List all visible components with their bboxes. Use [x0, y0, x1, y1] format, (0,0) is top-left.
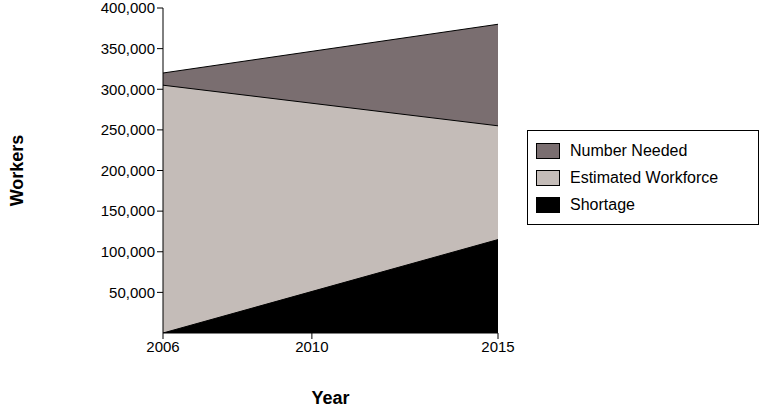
svg-text:Workers: Workers: [8, 135, 27, 207]
html-text:Shortage: Shortage: [570, 195, 635, 213]
svg-text:2006: 2006: [146, 338, 179, 355]
svg-text:350,000: 350,000: [101, 40, 155, 57]
svg-text:2010: 2010: [295, 338, 328, 355]
svg-text:250,000: 250,000: [101, 121, 155, 138]
svg-text:150,000: 150,000: [101, 202, 155, 219]
svg-text:2015: 2015: [481, 338, 514, 355]
svg-text:200,000: 200,000: [101, 162, 155, 179]
svg-text:100,000: 100,000: [101, 243, 155, 260]
svg-text:400,000: 400,000: [101, 0, 155, 16]
svg-text:50,000: 50,000: [109, 284, 155, 301]
html-text:Number Needed: Number Needed: [570, 141, 688, 159]
svg-text:300,000: 300,000: [101, 81, 155, 98]
svg-text:Year: Year: [311, 388, 349, 408]
html-text:Estimated Workforce: Estimated Workforce: [570, 168, 719, 186]
